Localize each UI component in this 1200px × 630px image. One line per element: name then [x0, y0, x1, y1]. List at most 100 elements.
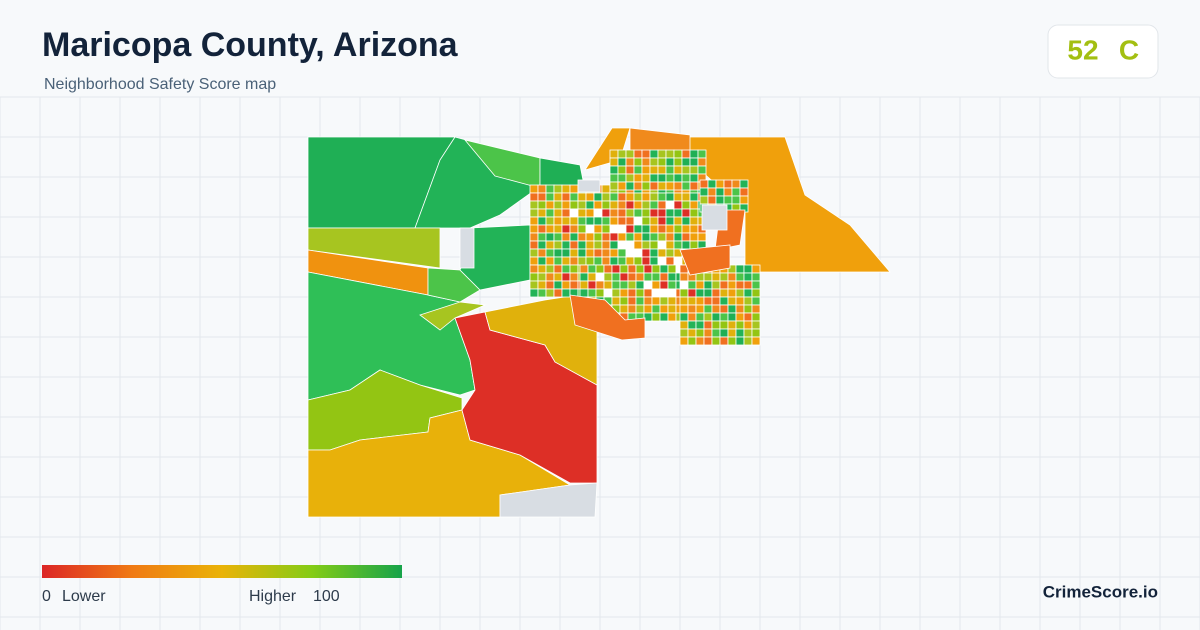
tract — [593, 248, 603, 258]
tract — [635, 280, 645, 290]
tract — [711, 272, 721, 282]
tract — [689, 192, 699, 202]
tract — [603, 280, 613, 290]
tract — [625, 192, 635, 202]
tract — [553, 200, 563, 210]
tract — [617, 157, 627, 167]
tract — [593, 208, 603, 218]
tract — [635, 304, 645, 314]
tract — [657, 216, 667, 226]
tract — [625, 173, 635, 183]
tract — [635, 288, 645, 298]
tract — [553, 264, 563, 274]
tract — [553, 240, 563, 250]
tract — [679, 296, 689, 306]
tract — [611, 280, 621, 290]
tract — [619, 288, 629, 298]
tract — [569, 208, 579, 218]
tract — [735, 272, 745, 282]
tract — [577, 208, 587, 218]
tract — [619, 304, 629, 314]
tract — [659, 288, 669, 298]
tract — [601, 232, 611, 242]
tract — [627, 296, 637, 306]
tract — [587, 288, 597, 298]
tract — [593, 200, 603, 210]
legend-bar — [42, 565, 402, 578]
tract — [665, 248, 675, 258]
tract — [673, 173, 683, 183]
tract — [561, 216, 571, 226]
tract — [667, 288, 677, 298]
tract — [739, 179, 749, 189]
tract — [689, 173, 699, 183]
tract — [727, 272, 737, 282]
tract — [667, 272, 677, 282]
tract — [553, 248, 563, 258]
tract — [611, 296, 621, 306]
tract — [707, 187, 717, 197]
tract — [617, 200, 627, 210]
tract — [689, 232, 699, 242]
tract — [627, 288, 637, 298]
tract — [627, 264, 637, 274]
tract — [633, 248, 643, 258]
tract — [625, 157, 635, 167]
tract — [625, 208, 635, 218]
tract — [711, 312, 721, 322]
tract — [561, 248, 571, 258]
tract — [651, 288, 661, 298]
tract — [665, 149, 675, 159]
tract — [731, 195, 741, 205]
score-box — [1047, 24, 1159, 79]
tract — [633, 216, 643, 226]
tract — [665, 240, 675, 250]
tract — [719, 280, 729, 290]
tract — [553, 216, 563, 226]
tract — [719, 272, 729, 282]
tract — [681, 216, 691, 226]
tract — [703, 280, 713, 290]
tract — [625, 149, 635, 159]
tract — [735, 320, 745, 330]
tract — [657, 208, 667, 218]
tract — [743, 288, 753, 298]
tract — [537, 288, 547, 298]
tract — [657, 248, 667, 258]
tract — [633, 224, 643, 234]
tract — [617, 232, 627, 242]
tract — [719, 336, 729, 346]
tract — [667, 280, 677, 290]
tract — [643, 272, 653, 282]
county-map — [307, 127, 891, 518]
tract — [681, 173, 691, 183]
tract — [719, 296, 729, 306]
tract — [585, 208, 595, 218]
tract — [735, 264, 745, 274]
tract — [593, 232, 603, 242]
tract — [689, 200, 699, 210]
tract — [553, 232, 563, 242]
tract — [609, 149, 619, 159]
tract — [545, 272, 555, 282]
tract — [579, 280, 589, 290]
tract — [633, 165, 643, 175]
tract — [569, 264, 579, 274]
tract — [611, 264, 621, 274]
tract — [603, 272, 613, 282]
tract — [593, 256, 603, 266]
tract — [617, 192, 627, 202]
tract — [601, 224, 611, 234]
tract — [569, 184, 579, 194]
tract — [731, 179, 741, 189]
tract — [743, 320, 753, 330]
tract — [687, 280, 697, 290]
tract — [657, 165, 667, 175]
tract — [635, 272, 645, 282]
tract — [687, 304, 697, 314]
tract — [569, 294, 646, 341]
tract — [649, 157, 659, 167]
tract — [617, 165, 627, 175]
tract — [529, 288, 539, 298]
